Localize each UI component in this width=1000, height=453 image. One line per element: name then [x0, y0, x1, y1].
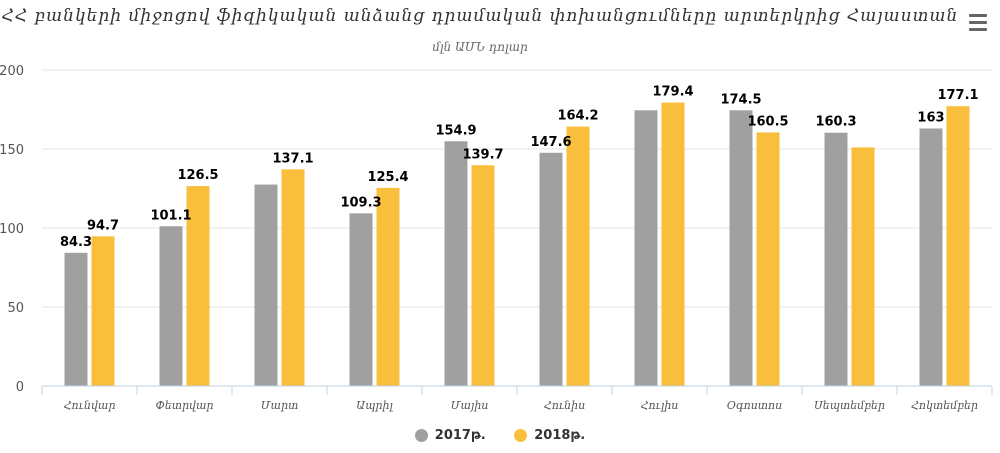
data-label: 125.4 [367, 170, 408, 185]
x-tick-label: Մարտ [261, 399, 299, 412]
bar [756, 132, 780, 386]
bar [349, 213, 373, 386]
bar [946, 106, 970, 386]
x-tick-label: Հունիս [544, 399, 585, 412]
data-label: 160.3 [815, 115, 856, 130]
legend-item-2018[interactable]: 2018թ. [514, 428, 585, 443]
data-label: 160.5 [747, 114, 788, 129]
bar [254, 184, 278, 386]
data-label: 139.7 [462, 147, 503, 162]
bar [566, 126, 590, 387]
legend-label-2018: 2018թ. [534, 428, 586, 443]
hamburger-menu-icon[interactable] [966, 12, 990, 34]
y-tick-label: 0 [16, 380, 24, 395]
bar [824, 132, 848, 386]
bar [919, 128, 943, 386]
data-label: 177.1 [937, 88, 978, 103]
x-tick-label: Հոկտեմբեր [911, 399, 978, 412]
y-tick-label: 100 [0, 222, 24, 237]
legend-item-2017[interactable]: 2017թ. [414, 428, 486, 443]
y-tick-label: 150 [0, 143, 24, 158]
x-tick-label: Փետրվար [156, 399, 214, 412]
bar [91, 236, 115, 386]
bar [729, 110, 753, 386]
chart-title: ՀՀ բանկերի միջոցով ֆիզիկական անձանց դրամ… [1, 6, 959, 26]
y-tick-label: 200 [0, 64, 24, 79]
legend-marker-2018 [514, 429, 528, 442]
bars [64, 102, 970, 387]
x-tick-label: Ապրիլ [356, 399, 393, 412]
bar [661, 102, 685, 386]
data-label: 84.3 [60, 235, 92, 250]
data-label: 164.2 [557, 109, 598, 124]
bar [634, 110, 658, 386]
bar [64, 252, 88, 386]
legend-label-2017: 2017թ. [434, 428, 486, 443]
chart-subtitle: մլն ԱՄՆ դոլար [432, 40, 528, 54]
x-axis: Հունվար Փետրվար Մարտ Ապրիլ Մայիս Հունիս Հուլիս… [41, 385, 993, 412]
legend: 2017թ. 2018թ. [0, 428, 1000, 446]
x-tick-label: Մայիս [451, 399, 489, 412]
y-tick-label: 50 [7, 301, 24, 316]
bar [539, 152, 563, 386]
bar [471, 165, 495, 386]
x-tick-label: Օգոստոս [727, 399, 783, 412]
x-tick-label: Հուլիս [641, 399, 679, 412]
bar [444, 141, 468, 386]
legend-marker-2017 [414, 429, 428, 442]
data-label: 126.5 [177, 168, 218, 183]
bar [851, 147, 875, 386]
data-label: 174.5 [720, 92, 761, 107]
data-label: 94.7 [87, 218, 119, 233]
data-label: 101.1 [150, 208, 191, 223]
data-label: 163 [917, 110, 944, 125]
x-tick-label: Հունվար [64, 399, 116, 412]
data-labels: 84.3 101.1 109.3 154.9 147.6 174.5 160.3 163 94.… [60, 85, 979, 250]
data-label: 137.1 [272, 151, 313, 166]
data-label: 179.4 [652, 85, 693, 100]
bar [186, 186, 210, 386]
bar [281, 169, 305, 386]
data-label: 147.6 [530, 135, 571, 150]
x-tick-label: Սեպտեմբեր [814, 399, 885, 412]
data-label: 154.9 [435, 123, 476, 138]
bar [159, 226, 183, 386]
bar [376, 187, 400, 386]
data-label: 109.3 [340, 195, 381, 210]
y-axis-ticks: 0 50 100 150 200 [0, 64, 24, 395]
